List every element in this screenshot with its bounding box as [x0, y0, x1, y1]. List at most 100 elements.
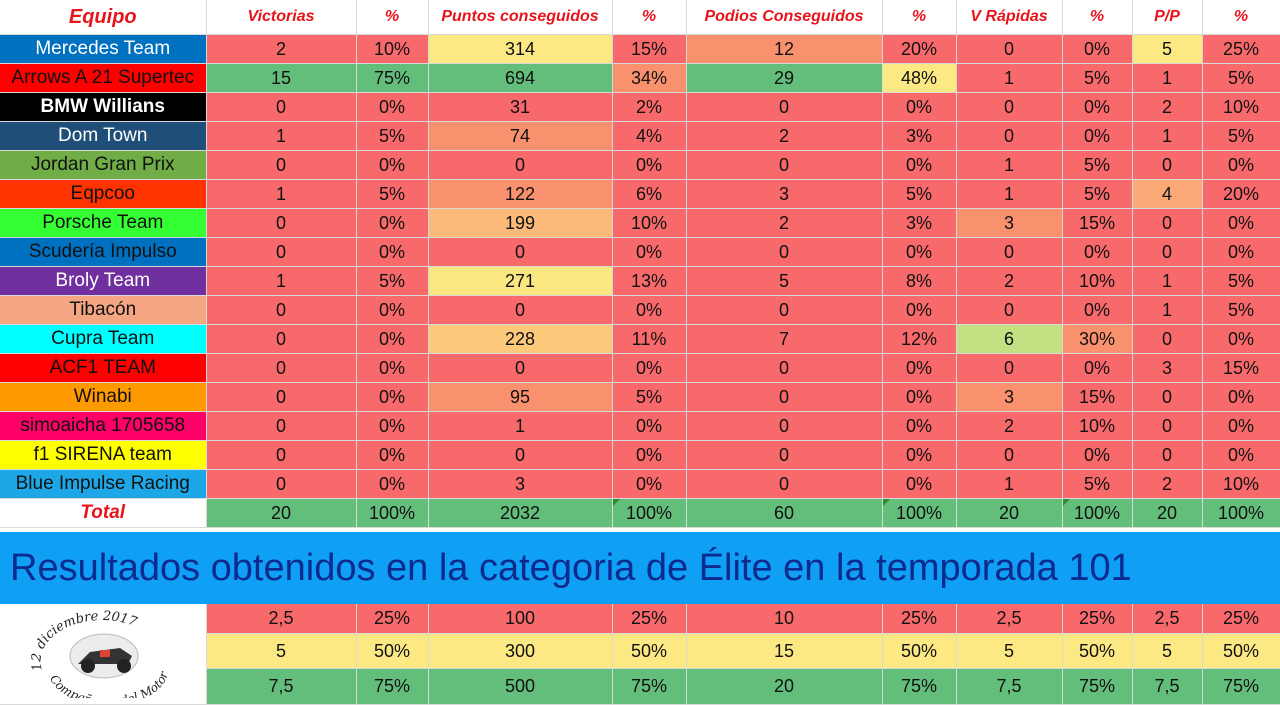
cell-pct-v-rapidas: 30%: [1062, 324, 1133, 354]
table-row: Broly Team 1 5% 271 13% 5 8% 2 10% 1 5%: [0, 266, 1280, 296]
cell-victorias: 0: [206, 324, 357, 354]
cell-pct-victorias: 0%: [356, 469, 429, 499]
threshold-pct-pp: 25%: [1202, 604, 1280, 634]
cell-pct-pp: 0%: [1202, 208, 1280, 238]
cell-puntos: 199: [428, 208, 613, 238]
cell-v-rapidas: 1: [956, 63, 1063, 93]
cell-pp: 2: [1132, 92, 1203, 122]
cell-pct-victorias: 5%: [356, 266, 429, 296]
threshold-pp: 2,5: [1132, 604, 1203, 634]
cell-podios: 7: [686, 324, 883, 354]
cell-pct-victorias: 75%: [356, 63, 429, 93]
cell-podios: 0: [686, 382, 883, 412]
cell-v-rapidas: 0: [956, 92, 1063, 122]
threshold-victorias: 2,5: [206, 604, 357, 634]
cell-victorias: 0: [206, 469, 357, 499]
threshold-podios: 10: [686, 604, 883, 634]
threshold-row: 12 diciembre 2017Compañeros del Motor 2,5…: [0, 604, 1280, 705]
cell-puntos: 271: [428, 266, 613, 296]
cell-pct-v-rapidas: 0%: [1062, 34, 1133, 64]
cell-victorias: 0: [206, 92, 357, 122]
table-row: simoaicha 1705658 0 0% 1 0% 0 0% 2 10% 0 0%: [0, 411, 1280, 441]
team-name: Mercedes Team: [0, 34, 207, 64]
cell-pct-puntos: 15%: [612, 34, 687, 64]
header-equipo: Equipo: [0, 0, 207, 35]
cell-pct-podios: 3%: [882, 121, 957, 151]
cell-pct-podios: 0%: [882, 469, 957, 499]
cell-podios: 12: [686, 34, 883, 64]
table-row: Scudería Impulso 0 0% 0 0% 0 0% 0 0% 0 0%: [0, 237, 1280, 267]
threshold-v-rapidas: 2,5: [956, 604, 1063, 634]
threshold-puntos: 100: [428, 604, 613, 634]
total-pct-v-rapidas: 100%: [1062, 498, 1133, 528]
comment-indicator-icon: [612, 499, 620, 506]
cell-podios: 0: [686, 440, 883, 470]
cell-v-rapidas: 0: [956, 34, 1063, 64]
cell-pct-v-rapidas: 10%: [1062, 411, 1133, 441]
cell-podios: 29: [686, 63, 883, 93]
cell-victorias: 0: [206, 353, 357, 383]
threshold-pct-puntos: 50%: [612, 633, 687, 669]
threshold-v-rapidas: 7,5: [956, 668, 1063, 705]
logo: 12 diciembre 2017Compañeros del Motor: [29, 609, 171, 698]
cell-pct-podios: 5%: [882, 179, 957, 209]
cell-podios: 0: [686, 295, 883, 325]
cell-pct-puntos: 5%: [612, 382, 687, 412]
cell-pct-victorias: 0%: [356, 324, 429, 354]
cell-victorias: 0: [206, 295, 357, 325]
total-row: Total 20 100% 2032 100% 60 100% 20 100% 20 100%: [0, 498, 1280, 528]
cell-pct-podios: 3%: [882, 208, 957, 238]
total-value: 100%: [625, 502, 673, 523]
cell-pp: 2: [1132, 469, 1203, 499]
cell-v-rapidas: 3: [956, 382, 1063, 412]
total-puntos: 2032: [428, 498, 613, 528]
cell-podios: 3: [686, 179, 883, 209]
threshold-victorias: 5: [206, 633, 357, 669]
cell-pp: 3: [1132, 353, 1203, 383]
cell-v-rapidas: 2: [956, 266, 1063, 296]
cell-pp: 0: [1132, 324, 1203, 354]
comment-indicator-icon: [1062, 499, 1070, 506]
cell-podios: 2: [686, 121, 883, 151]
cell-puntos: 0: [428, 237, 613, 267]
threshold-podios: 20: [686, 668, 883, 705]
cell-pct-victorias: 10%: [356, 34, 429, 64]
table-row: Dom Town 1 5% 74 4% 2 3% 0 0% 1 5%: [0, 121, 1280, 151]
cell-pct-victorias: 5%: [356, 121, 429, 151]
cell-pct-pp: 0%: [1202, 324, 1280, 354]
cell-pct-v-rapidas: 5%: [1062, 150, 1133, 180]
cell-pct-podios: 0%: [882, 440, 957, 470]
threshold-pct-victorias: 75%: [356, 668, 429, 705]
header-pct-puntos: %: [612, 0, 687, 35]
cell-pp: 4: [1132, 179, 1203, 209]
threshold-victorias: 7,5: [206, 668, 357, 705]
cell-victorias: 0: [206, 208, 357, 238]
header-victorias: Victorias: [206, 0, 357, 35]
cell-pct-victorias: 0%: [356, 411, 429, 441]
cell-pct-pp: 0%: [1202, 411, 1280, 441]
total-pct-victorias: 100%: [356, 498, 429, 528]
cell-pct-pp: 0%: [1202, 237, 1280, 267]
cell-puntos: 0: [428, 295, 613, 325]
cell-pct-v-rapidas: 0%: [1062, 353, 1133, 383]
cell-pct-puntos: 0%: [612, 295, 687, 325]
team-name: simoaicha 1705658: [0, 411, 207, 441]
cell-v-rapidas: 0: [956, 440, 1063, 470]
threshold-row: 7,5 75% 500 75% 20 75% 7,5 75% 7,5 75%: [0, 668, 1280, 705]
cell-pct-podios: 0%: [882, 150, 957, 180]
cell-pct-puntos: 2%: [612, 92, 687, 122]
table-row: Porsche Team 0 0% 199 10% 2 3% 3 15% 0 0%: [0, 208, 1280, 238]
cell-puntos: 0: [428, 353, 613, 383]
cell-pp: 1: [1132, 295, 1203, 325]
header-row: Equipo Victorias % Puntos conseguidos % …: [0, 0, 1280, 35]
cell-victorias: 0: [206, 411, 357, 441]
total-pct-puntos: 100%: [612, 498, 687, 528]
cell-pct-v-rapidas: 0%: [1062, 237, 1133, 267]
cell-pct-pp: 5%: [1202, 121, 1280, 151]
cell-pct-pp: 15%: [1202, 353, 1280, 383]
threshold-pct-podios: 75%: [882, 668, 957, 705]
threshold-pct-victorias: 25%: [356, 604, 429, 634]
threshold-pct-v-rapidas: 75%: [1062, 668, 1133, 705]
header-pct-v-rapidas: %: [1062, 0, 1133, 35]
threshold-v-rapidas: 5: [956, 633, 1063, 669]
